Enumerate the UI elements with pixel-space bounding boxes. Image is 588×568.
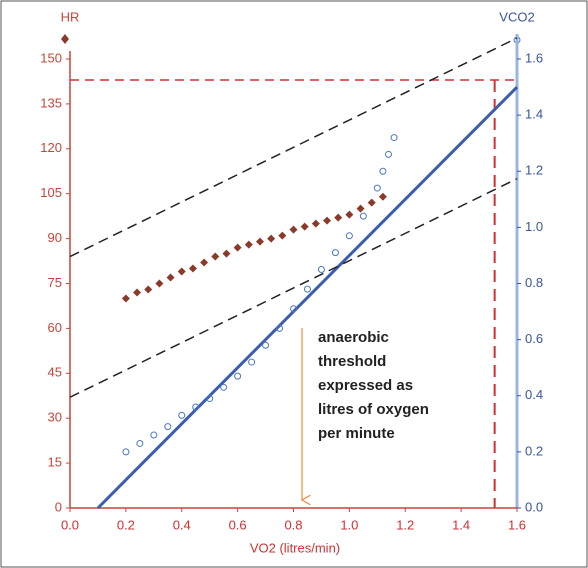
vco2-point (303, 285, 311, 293)
y-tick-label: 105 (40, 185, 62, 200)
x-tick-label: 1.0 (340, 517, 358, 532)
hr-point (267, 234, 276, 243)
hr-point (300, 222, 309, 231)
vco2-point (178, 411, 186, 419)
y-tick-label: 135 (40, 95, 62, 110)
x-tick-label: 0.0 (61, 517, 79, 532)
annotation-line: expressed as (318, 377, 413, 394)
hr-point (255, 237, 264, 246)
vco2-point (373, 184, 381, 192)
y-tick-label: 75 (48, 275, 62, 290)
vco2-point (359, 212, 367, 220)
annotation: anaerobic threshold expressed as litres of … (318, 329, 429, 442)
y2-tick-label: 0.2 (525, 443, 543, 458)
hr-point (244, 240, 253, 249)
hr-point (345, 210, 354, 219)
hr-point (155, 279, 164, 288)
annotation-line: per minute (318, 425, 395, 442)
x-axis-label: VO2 (litres/min) (250, 540, 340, 555)
hr-point (177, 267, 186, 276)
vco2-point (276, 324, 284, 332)
annotation-line: anaerobic (318, 329, 389, 346)
reference-line (96, 86, 519, 510)
vco2-point (290, 305, 297, 313)
hr-point (367, 198, 376, 207)
annotation-line: litres of oxygen (318, 401, 429, 418)
hr-point (166, 273, 175, 282)
vco2-point (262, 341, 270, 349)
y-tick-label: 45 (48, 365, 62, 380)
y-tick-label: 0 (55, 499, 62, 514)
y2-tick-label: 1.2 (525, 163, 543, 178)
y-tick-label: 15 (48, 455, 62, 470)
vco2-point (220, 383, 228, 391)
x-tick-label: 1.6 (508, 517, 526, 532)
hr-point (356, 204, 365, 213)
hr-point (278, 231, 287, 240)
y2-tick-label: 1.6 (525, 50, 543, 65)
hr-point (211, 252, 220, 261)
x-tick-label: 0.8 (284, 517, 302, 532)
y-axis-label: HR (61, 9, 80, 24)
reference-line (69, 37, 518, 258)
vco2-point (390, 134, 398, 142)
hr-point (200, 258, 209, 267)
y-tick-label: 30 (48, 410, 62, 425)
hr-point (378, 192, 387, 201)
hr-point (121, 294, 130, 303)
y-tick-label: 60 (48, 320, 62, 335)
hr-point (233, 243, 242, 252)
vco2-point (122, 448, 130, 456)
hr-point (133, 288, 142, 297)
hr-point (311, 219, 320, 228)
vco2-point (150, 431, 158, 439)
vco2-point (234, 372, 242, 380)
y-tick-label: 120 (40, 140, 62, 155)
y2-tick-label: 0.8 (525, 275, 543, 290)
vco2-point (206, 395, 214, 403)
y2-axis-label: VCO2 (499, 9, 534, 24)
annotation-line: threshold (318, 353, 386, 370)
vco2-point (192, 403, 200, 411)
hr-point (323, 216, 332, 225)
hr-point (334, 213, 343, 222)
y-tick-label: 150 (40, 50, 62, 65)
vco2-point (345, 232, 353, 240)
x-tick-label: 0.2 (117, 517, 135, 532)
y2-tick-label: 0.0 (525, 499, 543, 514)
vco2-point (331, 249, 339, 257)
x-tick-label: 1.2 (396, 517, 414, 532)
hr-point (144, 285, 153, 294)
y-legend-marker (61, 34, 69, 44)
x-tick-label: 0.4 (173, 517, 191, 532)
vco2-point (317, 265, 325, 273)
vco2-point (379, 167, 387, 175)
vco2-point (384, 150, 392, 158)
hr-point (289, 225, 298, 234)
hr-point (222, 249, 231, 258)
x-tick-label: 1.4 (452, 517, 470, 532)
y2-tick-label: 0.4 (525, 387, 543, 402)
vco2-point (248, 358, 256, 366)
y2-tick-label: 1.4 (525, 107, 543, 122)
vco2-point (164, 423, 172, 431)
vco2-point (136, 439, 144, 447)
x-tick-label: 0.6 (229, 517, 247, 532)
hr-point (188, 264, 197, 273)
y2-tick-label: 1.0 (525, 219, 543, 234)
y2-tick-label: 0.6 (525, 331, 543, 346)
y-tick-label: 90 (48, 230, 62, 245)
reference-line (69, 178, 518, 398)
